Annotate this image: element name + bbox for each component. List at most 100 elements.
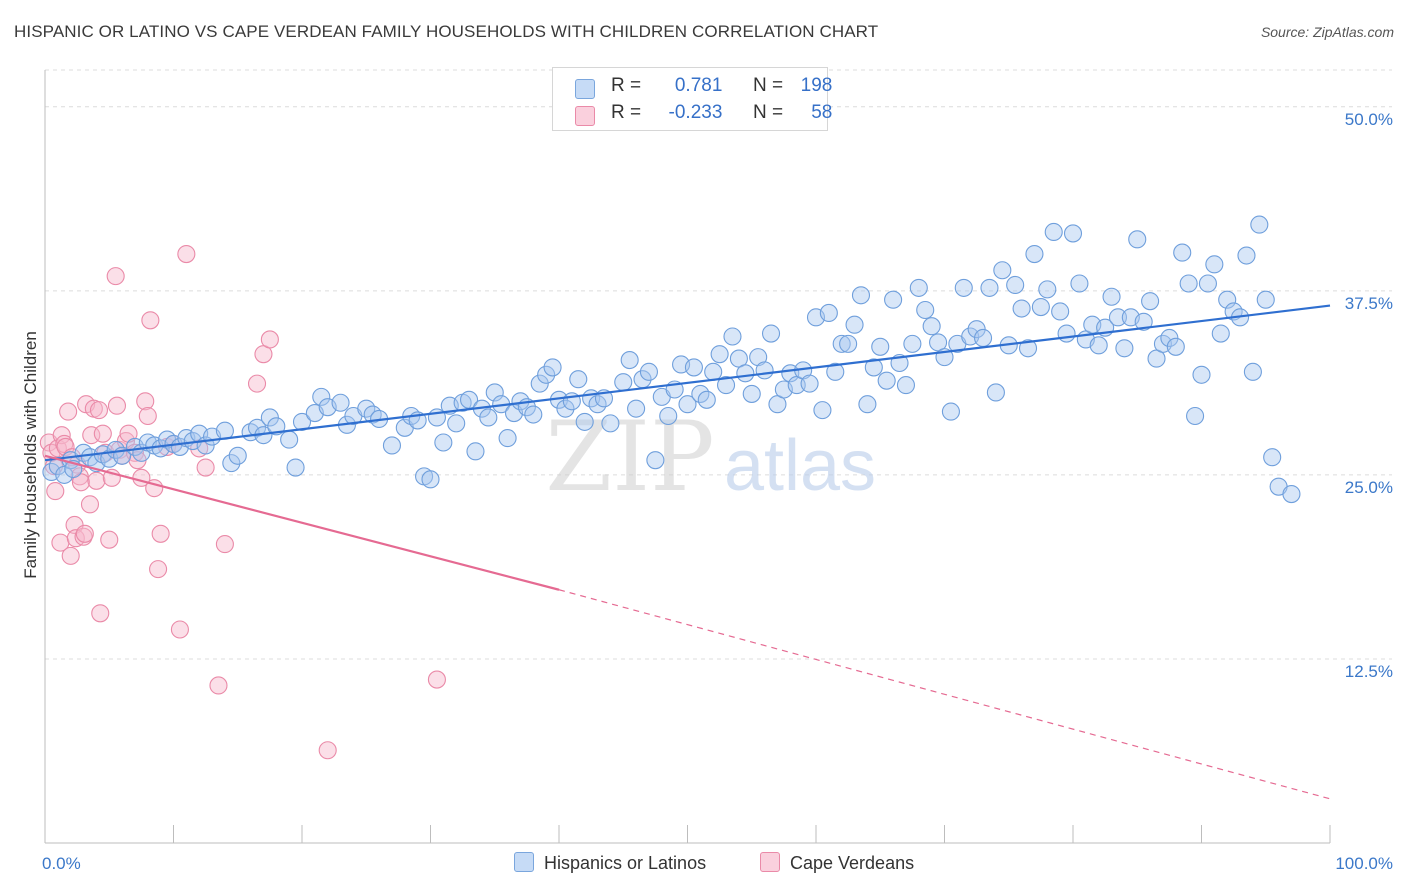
hispanic-point (627, 399, 646, 418)
cape-verdean-point (170, 620, 189, 639)
hispanic-point (639, 362, 659, 381)
cape-verdean-point (215, 535, 234, 554)
hispanic-point (228, 446, 247, 465)
cape-verdean-points (39, 244, 446, 760)
legend-r-label: R = (611, 102, 642, 123)
legend-n-value-capeverdean: 58 (811, 102, 833, 123)
hispanic-point (1282, 484, 1301, 504)
bottom-legend-hispanic: Hispanics or Latinos (514, 852, 706, 874)
bottom-legend-capeverdean: Cape Verdeans (760, 852, 914, 874)
hispanic-point (292, 412, 312, 431)
hispanic-point (1218, 290, 1237, 309)
hispanic-point (1134, 312, 1153, 331)
hispanic-point (697, 390, 716, 409)
watermark: ZIP atlas (545, 401, 876, 513)
y-tick-label: 25.0% (1345, 478, 1393, 497)
hispanic-point (620, 351, 639, 370)
hispanic-point (742, 384, 761, 403)
hispanic-point (479, 408, 498, 427)
hispanic-point (896, 376, 916, 395)
hispanic-point (736, 364, 755, 383)
hispanic-point (1006, 275, 1025, 295)
hispanic-point (575, 412, 594, 431)
tick-labels: 12.5% 25.0% 37.5% 50.0% 0.0% 100.0% (42, 110, 1393, 873)
hispanic-point (524, 405, 543, 424)
hispanic-point (871, 337, 890, 356)
hispanic-point (215, 421, 234, 440)
cape-verdean-point (151, 524, 170, 543)
hispanic-point (1108, 308, 1128, 327)
hispanic-trend-line (44, 304, 1331, 462)
hispanic-point (684, 358, 703, 377)
hispanic-point (1038, 280, 1057, 299)
hispanic-point (601, 414, 620, 433)
hispanic-point (466, 442, 485, 461)
cape-verdean-point (100, 530, 119, 549)
hispanic-point (569, 370, 588, 389)
hispanic-point (434, 433, 453, 452)
cape-verdean-point (141, 311, 160, 330)
cape-verdean-point (177, 244, 196, 264)
legend-r-value-capeverdean: -0.233 (668, 102, 723, 123)
hispanic-point (986, 383, 1005, 402)
watermark-zip: ZIP (545, 401, 714, 513)
trend-lines (44, 304, 1331, 800)
hispanic-point (716, 376, 736, 395)
hispanic-point (331, 393, 350, 412)
cape-verdean-point (260, 330, 279, 349)
hispanic-point (1256, 290, 1275, 309)
hispanic-point (498, 429, 517, 448)
cape-verdean-point (209, 676, 228, 695)
hispanic-point (845, 315, 864, 334)
hispanic-point (286, 458, 305, 477)
cape-verdean-point (91, 604, 110, 623)
hispanic-point (723, 327, 742, 346)
hispanic-point (1044, 222, 1063, 242)
hispanic-point (678, 395, 697, 414)
hispanic-point (421, 470, 440, 489)
bottom-legend-swatch-capeverdean (760, 852, 780, 872)
bottom-legend-swatch-hispanic (514, 852, 534, 872)
hispanic-point (922, 317, 941, 336)
hispanic-point (530, 374, 549, 393)
hispanic-point (903, 334, 922, 353)
hispanic-point (247, 418, 267, 437)
hispanic-point (864, 358, 883, 377)
y-tick-label: 50.0% (1345, 110, 1393, 129)
hispanic-point (1192, 365, 1211, 384)
hispanic-point (485, 383, 504, 402)
cape-verdean-point (70, 467, 89, 486)
hispanic-point (1089, 336, 1108, 355)
hispanic-point (1057, 324, 1076, 343)
chart-title: HISPANIC OR LATINO VS CAPE VERDEAN FAMIL… (14, 22, 879, 41)
cape-verdean-point (247, 374, 267, 393)
hispanic-point (556, 399, 575, 418)
cape-verdean-point (93, 424, 112, 443)
cape-verdean-point (55, 434, 74, 454)
hispanic-point (1250, 215, 1269, 234)
hispanic-point (260, 408, 279, 427)
bottom-legend-label-capeverdean: Cape Verdeans (790, 853, 915, 873)
cape-verdean-point (107, 396, 127, 415)
cape-verdean-point (138, 406, 157, 426)
cape-verdean-point (89, 401, 109, 420)
cape-verdean-point (106, 267, 125, 286)
hispanic-point (1243, 362, 1262, 381)
hispanic-point (954, 278, 973, 297)
hispanic-point (1237, 246, 1256, 265)
hispanic-point (973, 328, 993, 348)
hispanic-point (916, 300, 935, 320)
cape-verdean-point (427, 670, 446, 689)
hispanic-point (884, 290, 903, 309)
cape-verdean-point (82, 426, 101, 445)
hispanic-point (980, 278, 999, 297)
legend-r-value-hispanic: 0.781 (674, 75, 723, 96)
hispanic-point (1263, 448, 1282, 467)
x-tick-label: 100.0% (1335, 854, 1393, 873)
hispanic-point (1031, 298, 1050, 317)
hispanic-point (826, 362, 845, 381)
cape-verdean-point (61, 546, 80, 565)
hispanic-point (382, 436, 402, 455)
cape-verdean-point (318, 741, 337, 760)
grid-lines (45, 69, 1392, 660)
